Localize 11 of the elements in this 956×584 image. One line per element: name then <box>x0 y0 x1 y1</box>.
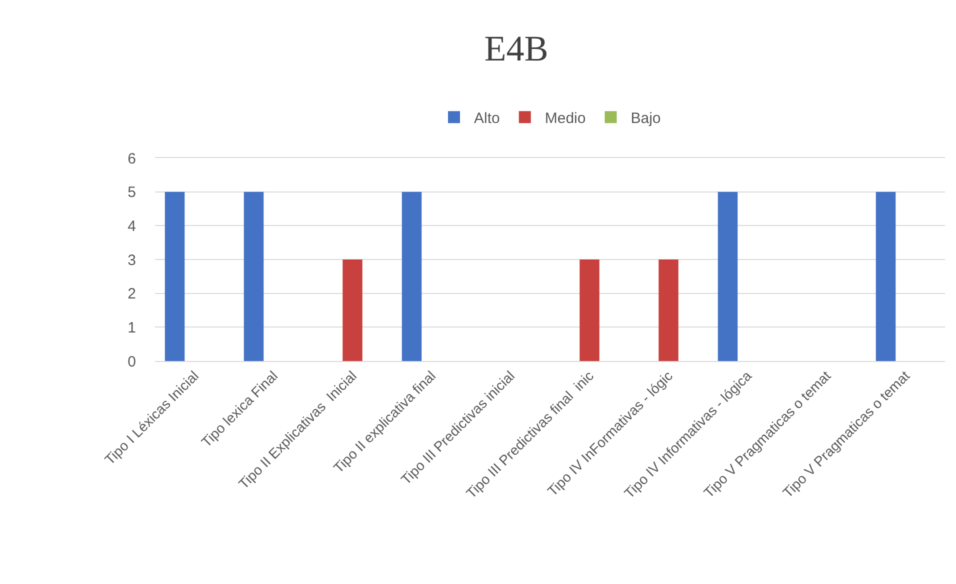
chart-title: E4B <box>484 28 548 69</box>
y-tick-label: 4 <box>128 218 136 235</box>
legend-label: Medio <box>544 110 586 127</box>
legend-label: Bajo <box>630 110 661 127</box>
legend-label: Alto <box>474 110 500 127</box>
y-tick-label: 6 <box>128 150 136 168</box>
y-tick-label: 3 <box>128 252 136 269</box>
y-tick-label: 1 <box>128 319 136 336</box>
y-tick-label: 0 <box>128 353 136 370</box>
y-tick-label: 5 <box>128 184 136 202</box>
y-tick-label: 2 <box>128 286 136 303</box>
